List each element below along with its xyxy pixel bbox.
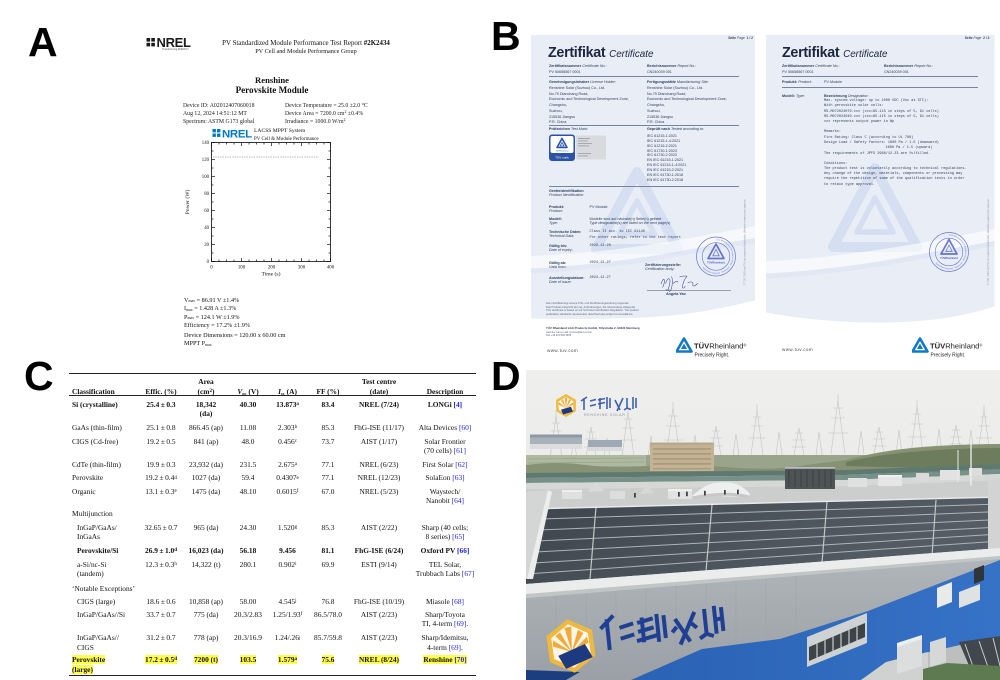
svg-text:NREL: NREL <box>157 37 192 50</box>
svg-text:0: 0 <box>207 260 210 265</box>
svg-text:Time (s): Time (s) <box>262 271 281 278</box>
svg-text:120: 120 <box>202 158 210 163</box>
svg-text:Power (W): Power (W) <box>184 190 191 215</box>
svg-text:400: 400 <box>327 266 335 271</box>
svg-text:Precisely Right.: Precisely Right. <box>931 352 966 358</box>
svg-text:TÜVRheinland: TÜVRheinland <box>555 149 568 152</box>
svg-text:TÜVRheinland®: TÜVRheinland® <box>694 341 746 350</box>
svg-text:Transforming ENERGY: Transforming ENERGY <box>162 47 189 51</box>
svg-text:80: 80 <box>204 192 209 197</box>
svg-text:100: 100 <box>202 175 210 180</box>
svg-text:300: 300 <box>298 266 306 271</box>
svg-text:© TÜV, TUEV and TUV are regist: © TÜV, TUEV and TUV are registered trade… <box>987 198 990 284</box>
svg-text:TÜVRheinland®: TÜVRheinland® <box>930 341 982 350</box>
svg-text:140: 140 <box>202 141 210 146</box>
svg-text:NREL: NREL <box>222 128 252 139</box>
svg-text:Precisely Right.: Precisely Right. <box>695 352 730 358</box>
svg-text:20: 20 <box>204 243 209 248</box>
svg-text:TÜV mark: TÜV mark <box>555 155 569 159</box>
svg-text:60: 60 <box>204 209 209 214</box>
svg-text:RENSHINE SOLAR: RENSHINE SOLAR <box>584 413 626 417</box>
svg-text:40: 40 <box>204 226 209 231</box>
svg-text:© TÜV, TUEV and TUV are regist: © TÜV, TUEV and TUV are registered trade… <box>744 198 747 284</box>
svg-text:100: 100 <box>238 266 246 271</box>
svg-text:TÜVRheinland: TÜVRheinland <box>940 254 958 259</box>
svg-text:TÜVRheinland: TÜVRheinland <box>707 259 725 264</box>
svg-text:0: 0 <box>210 266 213 271</box>
svg-text:200: 200 <box>268 266 276 271</box>
